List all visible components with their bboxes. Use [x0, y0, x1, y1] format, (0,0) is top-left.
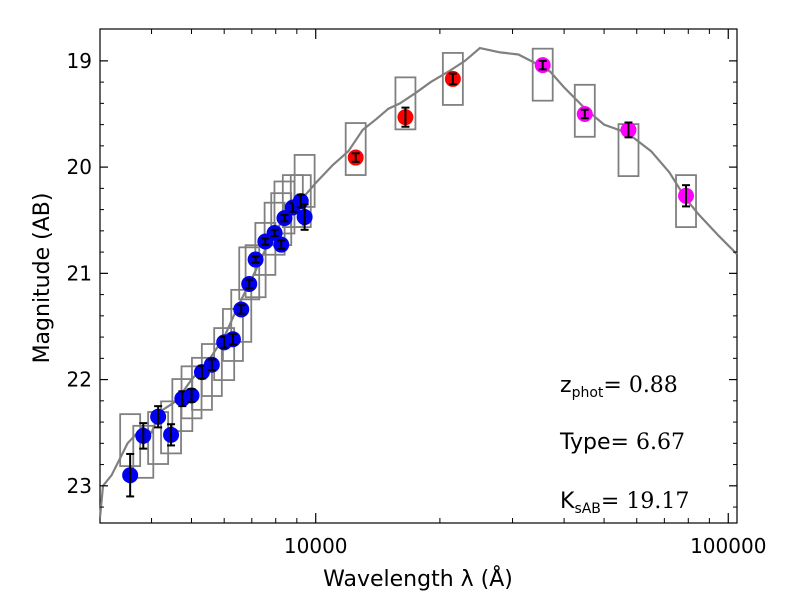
- errorbar: [126, 452, 135, 498]
- errorbar: [207, 358, 216, 372]
- model-box: [573, 83, 596, 138]
- x-tick-label: 100000: [690, 534, 766, 558]
- errorbar: [280, 213, 289, 223]
- errorbar: [580, 108, 589, 120]
- errorbar: [624, 121, 633, 139]
- y-tick-label: 19: [67, 49, 92, 73]
- errorbar: [682, 184, 691, 208]
- errorbar: [401, 106, 410, 128]
- model-box: [394, 76, 417, 131]
- errorbar: [300, 203, 309, 231]
- model-box: [230, 288, 253, 343]
- errorbar: [448, 72, 457, 86]
- annotations: zphot= 0.88 Type= 6.67 KsAB= 19.17: [559, 373, 689, 517]
- model-box: [675, 174, 697, 229]
- errorbar: [237, 304, 246, 315]
- y-tick-label: 22: [67, 368, 92, 392]
- model-box: [213, 327, 236, 381]
- axis-ticks-layer: 19 20 21 22 23 10000 100000: [67, 29, 766, 558]
- annotation-text: KsAB= 19.17: [560, 489, 689, 517]
- errorbar: [139, 422, 148, 450]
- plot-area: [99, 28, 738, 524]
- errorbar: [261, 237, 270, 246]
- model-box: [441, 52, 464, 106]
- errorbar: [167, 423, 176, 447]
- errorbar: [351, 152, 360, 163]
- annotation-text: zphot= 0.88: [560, 373, 678, 401]
- errorbar: [277, 239, 286, 250]
- model-box: [344, 122, 367, 176]
- model-box: [238, 246, 261, 301]
- errorbar: [154, 405, 163, 429]
- errorbar: [251, 255, 260, 264]
- errorbar: [228, 332, 237, 346]
- errorbar: [538, 59, 547, 71]
- errorbar: [187, 388, 196, 403]
- y-tick-label: 20: [67, 155, 92, 179]
- errorbar: [270, 228, 279, 238]
- y-axis-title: Magnitude (AB): [30, 193, 55, 364]
- y-tick-label: 21: [67, 261, 92, 285]
- errorbar: [296, 193, 305, 209]
- data-points-layer: [122, 57, 695, 498]
- errorbar: [245, 278, 254, 290]
- x-axis-title: Wavelength λ (Å): [323, 565, 513, 592]
- x-tick-label: 10000: [284, 534, 348, 558]
- model-box: [531, 47, 554, 102]
- annotation-text: Type= 6.67: [559, 430, 685, 455]
- y-tick-label: 23: [67, 474, 92, 498]
